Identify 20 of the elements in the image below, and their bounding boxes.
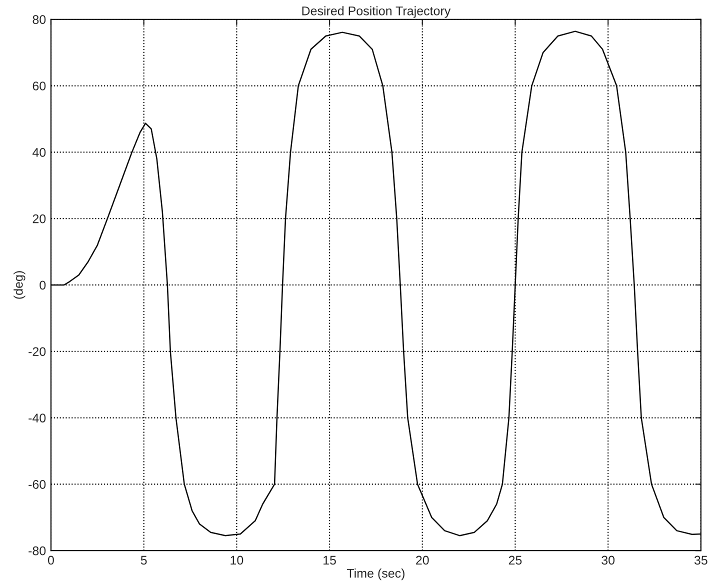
y-tick-label: -80 (28, 546, 46, 556)
chart-title: Desired Position Trajectory (302, 6, 451, 18)
y-tick-label: 60 (32, 82, 46, 90)
x-tick-label: 25 (508, 556, 522, 565)
x-tick-label: 0 (48, 556, 54, 565)
y-tick-label: 80 (32, 15, 46, 24)
x-tick-label: 5 (140, 556, 147, 565)
y-tick-label: 40 (32, 148, 46, 157)
x-tick-label: 35 (694, 556, 708, 565)
y-tick-label: 0 (40, 280, 46, 290)
y-tick-label: 20 (32, 214, 46, 224)
y-axis-title: (deg) (14, 271, 26, 299)
y-tick-label: -60 (28, 480, 46, 489)
x-tick-label: 10 (230, 556, 244, 565)
y-tick-label: -20 (28, 347, 46, 356)
x-tick-label: 20 (416, 556, 429, 565)
y-tick-label: -40 (28, 414, 46, 422)
x-tick-label: 15 (324, 556, 336, 565)
x-tick-label: 30 (602, 556, 615, 565)
x-axis-title: Time (sec) (346, 568, 404, 580)
